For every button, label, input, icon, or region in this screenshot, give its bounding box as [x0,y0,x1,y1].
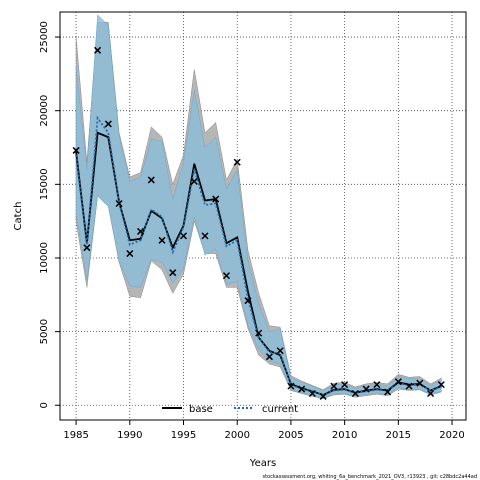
observation-point [405,382,413,390]
observation-point [330,382,338,390]
x-axis-ticks: 1985 1990 1995 2000 2005 2010 2015 2020 [63,420,465,441]
observation-point [298,385,306,393]
observation-point [427,389,435,398]
observation-point [147,176,155,184]
observation-point [319,392,327,400]
observation-point [308,389,316,398]
y-tick-label: 25000 [39,21,50,53]
observation-point [222,272,231,280]
current-confidence-band [75,14,442,399]
observation-point [72,146,80,154]
observation-point [287,382,295,390]
x-tick-label: 1990 [117,430,142,441]
x-axis-label: Years [249,458,276,469]
y-axis-label: Catch [13,202,24,231]
observation-point [83,244,91,252]
current-series-line [75,115,442,396]
observation-point [212,195,220,203]
observation-point [104,120,112,128]
observation-point [115,199,123,208]
observation-point [179,232,188,240]
observation-point [265,353,273,361]
observation-point [416,379,424,387]
series-lines [75,115,442,396]
observation-point [341,381,349,389]
observation-point [255,329,263,337]
y-tick-label: 20000 [39,95,50,127]
caption: stockassessment.org, whiting_6a_benchmar… [262,474,477,480]
observation-point [169,269,177,277]
observation-point [244,297,252,305]
observation-point [233,158,241,166]
x-tick-label: 2020 [439,430,464,441]
x-tick-label: 1985 [63,430,88,441]
observation-points [72,46,445,400]
observation-point [373,381,381,389]
x-tick-label: 1995 [171,430,196,441]
observation-point [384,388,392,396]
plot-frame [59,11,467,421]
observation-point [394,378,402,386]
y-axis-ticks: 0 5000 10000 15000 20000 25000 [39,21,60,408]
observation-point [137,227,145,235]
y-tick-label: 0 [39,402,50,408]
observation-point [158,236,166,244]
observation-point [94,46,102,54]
legend-current-label: current [262,404,298,415]
x-tick-label: 2000 [224,430,249,441]
legend-base-label: base [189,404,213,415]
confidence-bands [75,14,442,399]
x-tick-label: 2010 [332,430,357,441]
legend: base current [162,404,298,415]
x-tick-label: 2005 [278,430,303,441]
observation-point [276,347,284,355]
observation-point [437,381,445,389]
observation-point [201,232,209,240]
y-tick-label: 5000 [39,319,50,344]
observation-point [351,389,359,398]
observation-point [190,177,198,185]
observation-point [362,385,370,393]
x-tick-label: 2015 [386,430,411,441]
y-tick-label: 10000 [39,242,50,274]
observation-point [126,250,134,258]
y-tick-label: 15000 [39,168,50,200]
